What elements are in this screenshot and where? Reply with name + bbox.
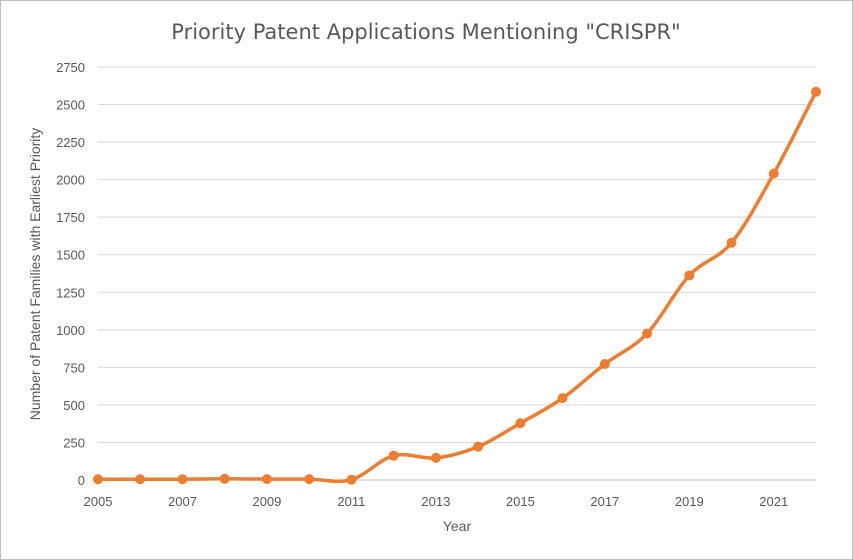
data-markers	[93, 86, 821, 485]
data-point	[811, 86, 821, 97]
data-point	[684, 270, 695, 281]
data-point	[177, 474, 188, 485]
series-line	[96, 90, 818, 484]
data-point	[430, 452, 441, 463]
y-tick-label: 500	[63, 398, 85, 413]
data-point	[473, 441, 484, 452]
y-tick-label: 750	[63, 360, 85, 375]
x-tick-label: 2011	[337, 494, 365, 509]
data-point	[642, 328, 653, 339]
y-tick-label: 1500	[56, 248, 85, 263]
data-point	[219, 473, 230, 484]
data-point	[388, 450, 399, 461]
x-tick-label: 2017	[590, 494, 619, 509]
data-point	[261, 474, 272, 485]
y-axis-label: Number of Patent Families with Earliest …	[27, 128, 43, 421]
y-tick-label: 2500	[56, 98, 85, 113]
data-point	[346, 474, 357, 485]
data-point	[557, 393, 568, 404]
x-tick-label: 2007	[168, 494, 197, 509]
chart-title: Priority Patent Applications Mentioning …	[171, 20, 680, 44]
y-tick-label: 0	[78, 473, 85, 488]
x-tick-label: 2009	[252, 494, 281, 509]
y-tick-label: 1250	[56, 285, 85, 300]
data-point	[599, 359, 610, 370]
y-tick-label: 1750	[56, 210, 85, 225]
x-tick-label: 2013	[421, 494, 450, 509]
y-tick-label: 2250	[56, 135, 85, 150]
x-tick-label: 2021	[759, 494, 788, 509]
data-point	[304, 474, 315, 485]
y-tick-labels: 0 250 500 750 1000 1250 1500 1750 2000 2250 2500 27…	[56, 60, 85, 488]
x-tick-labels: 2005 2007 2009 2011 2013 2015 2017 2019 2021	[84, 494, 789, 509]
x-tick-label: 2019	[675, 494, 704, 509]
x-tick-label: 2005	[84, 494, 113, 509]
y-tick-label: 2750	[56, 60, 85, 75]
data-point	[726, 237, 737, 248]
data-point	[93, 474, 103, 485]
data-point	[515, 418, 526, 429]
gridlines	[98, 66, 816, 443]
y-tick-label: 1000	[56, 323, 85, 338]
data-point	[768, 168, 779, 179]
x-tick-label: 2015	[506, 494, 535, 509]
data-point	[135, 474, 146, 485]
y-tick-label: 2000	[56, 173, 85, 188]
x-axis-label: Year	[443, 518, 472, 534]
y-tick-label: 250	[63, 435, 85, 450]
